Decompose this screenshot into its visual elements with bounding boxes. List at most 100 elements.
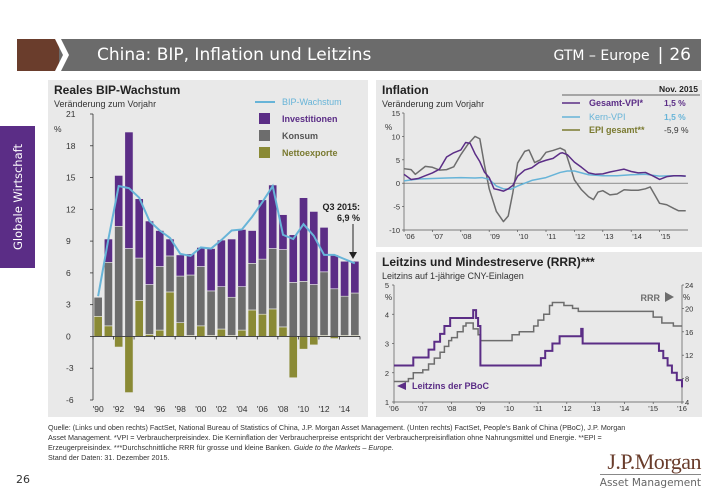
gdp-y-tick-label: -3 <box>66 363 74 373</box>
policy-x-tick-label: '09 <box>476 404 486 413</box>
gdp-bar-konsum <box>329 288 339 337</box>
inflation-x-tick-label: '07 <box>433 232 443 241</box>
gdp-bar-investitionen <box>299 197 308 282</box>
gdp-bar-konsum <box>278 249 288 328</box>
inflation-x-tick-label: '08 <box>462 232 472 241</box>
gdp-bar-nettoexporte <box>114 336 124 348</box>
legend-gesamt-vpi-value: 1,5 % <box>664 98 686 108</box>
gdp-bar-nettoexporte <box>175 322 185 337</box>
section-tab[interactable]: Globale Wirtschaft <box>0 126 35 268</box>
gdp-bar-nettoexporte <box>103 325 113 337</box>
policy-x-tick-label: '07 <box>418 404 428 413</box>
gdp-bar-nettoexporte <box>309 336 319 346</box>
gdp-subtitle: Veränderung zum Vorjahr <box>54 99 156 109</box>
header-page-number: 26 <box>669 45 691 65</box>
policy-y2-tick-label: 12 <box>685 351 693 360</box>
inflation-x-tick-label: '06 <box>405 232 415 241</box>
gdp-bar-nettoexporte <box>299 336 308 350</box>
gdp-bar-konsum <box>237 286 247 331</box>
gdp-bar-investitionen <box>268 184 278 249</box>
legend-bip: BIP-Wachstum <box>282 97 342 107</box>
gdp-bar-konsum <box>247 263 257 311</box>
inflation-x-tick-label: '13 <box>604 232 614 241</box>
inflation-x-tick-label: '10 <box>519 232 529 241</box>
gdp-bar-konsum <box>206 290 216 336</box>
gdp-x-tick-label: '98 <box>175 404 186 414</box>
inflation-y-tick-label: 0 <box>396 179 400 188</box>
gdp-bar-konsum <box>319 271 329 336</box>
gdp-x-tick-label: '00 <box>195 404 206 414</box>
gdp-bar-investitionen <box>134 198 144 259</box>
gdp-x-tick-label: '92 <box>113 404 124 414</box>
policy-ylabel: % <box>385 293 392 302</box>
inflation-y-tick-label: 5 <box>396 156 400 165</box>
gdp-bar-investitionen <box>237 229 247 287</box>
source-italic: Guide to the Markets – Europe. <box>293 443 394 452</box>
header-separator: | <box>657 45 664 65</box>
data-date: Stand der Daten: 31. Dezember 2015. <box>48 453 170 462</box>
gdp-bar-nettoexporte <box>196 325 206 337</box>
gdp-bar-konsum <box>288 282 298 337</box>
policy-panel: Leitzins und Mindestreserve (RRR)*** Lei… <box>376 252 702 417</box>
gdp-bar-konsum <box>350 292 360 336</box>
inflation-y-tick-label: -5 <box>393 203 400 212</box>
series-label: GTM – Europe <box>553 48 650 64</box>
gdp-bar-nettoexporte <box>124 336 134 393</box>
header-bar <box>59 39 701 71</box>
gdp-bar-investitionen <box>124 131 134 249</box>
inflation-ylabel: % <box>385 123 392 132</box>
inflation-x-tick-label: '12 <box>575 232 585 241</box>
inflation-subtitle: Veränderung zum Vorjahr <box>382 99 484 109</box>
logo-wordmark: J.P.Morgan <box>599 450 702 475</box>
gdp-bar-investitionen <box>350 260 360 294</box>
gdp-x-tick-label: '10 <box>298 404 309 414</box>
gdp-bar-investitionen <box>155 230 165 267</box>
gdp-bar-konsum <box>196 266 206 327</box>
gdp-bar-nettoexporte <box>134 300 144 337</box>
gdp-y-tick-label: 12 <box>66 204 76 214</box>
gdp-bar-konsum <box>165 255 175 293</box>
legend-gesamt-vpi: Gesamt-VPI* <box>589 98 644 108</box>
gdp-bar-investitionen <box>145 220 154 285</box>
gdp-bar-nettoexporte <box>93 316 103 337</box>
source-footnote: Quelle: (Links und oben rechts) FactSet,… <box>48 423 628 463</box>
gdp-bar-konsum <box>124 248 134 337</box>
policy-x-tick-label: '16 <box>677 404 687 413</box>
policy-y2-tick-label: 16 <box>685 328 693 337</box>
policy-x-tick-label: '13 <box>591 404 601 413</box>
inflation-line-gesamt-vpi <box>403 141 686 192</box>
gdp-bar-investitionen <box>340 260 350 297</box>
inflation-line-kern-vpi <box>403 170 686 191</box>
policy-y-tick-label: 1 <box>385 398 389 407</box>
jpmorgan-logo: J.P.Morgan Asset Management <box>599 450 702 489</box>
policy-chart: Leitzins und Mindestreserve (RRR)*** Lei… <box>382 255 693 413</box>
policy-rate-line <box>394 309 683 388</box>
inflation-y-tick-label: 10 <box>392 132 400 141</box>
gdp-bar-investitionen <box>175 254 185 277</box>
gdp-bar-konsum <box>175 275 185 323</box>
page-number: 26 <box>16 473 30 486</box>
annotation-q3-line2: 6,9 % <box>337 213 360 223</box>
gdp-x-tick-label: '02 <box>216 404 227 414</box>
gdp-y-tick-label: 3 <box>66 300 71 310</box>
gdp-x-tick-label: '96 <box>154 404 165 414</box>
leitzins-label: Leitzins der PBoC <box>412 381 490 391</box>
gdp-bar-konsum <box>227 296 237 336</box>
policy-y-tick-label: 2 <box>385 369 389 378</box>
gdp-bar-nettoexporte <box>237 329 247 337</box>
policy-subtitle: Leitzins auf 1-jährige CNY-Einlagen <box>382 271 524 281</box>
legend-nettoexporte: Nettoexporte <box>282 148 338 158</box>
gdp-y-tick-label: 0 <box>66 331 71 341</box>
gdp-bar-investitionen <box>216 239 226 287</box>
gdp-bar-konsum <box>268 248 278 310</box>
header-brown-block <box>17 39 59 71</box>
rrr-label: RRR <box>641 293 661 303</box>
legend-investitionen: Investitionen <box>282 114 338 124</box>
inflation-line-epi <box>403 135 686 223</box>
legend-swatch-nettoexporte <box>259 147 270 158</box>
gdp-bar-konsum <box>299 281 308 337</box>
inflation-title: Inflation <box>382 83 429 97</box>
gdp-y-tick-label: 6 <box>66 268 71 278</box>
legend-epi: EPI gesamt** <box>589 125 645 135</box>
page-title: China: BIP, Inflation und Leitzins <box>97 45 372 65</box>
